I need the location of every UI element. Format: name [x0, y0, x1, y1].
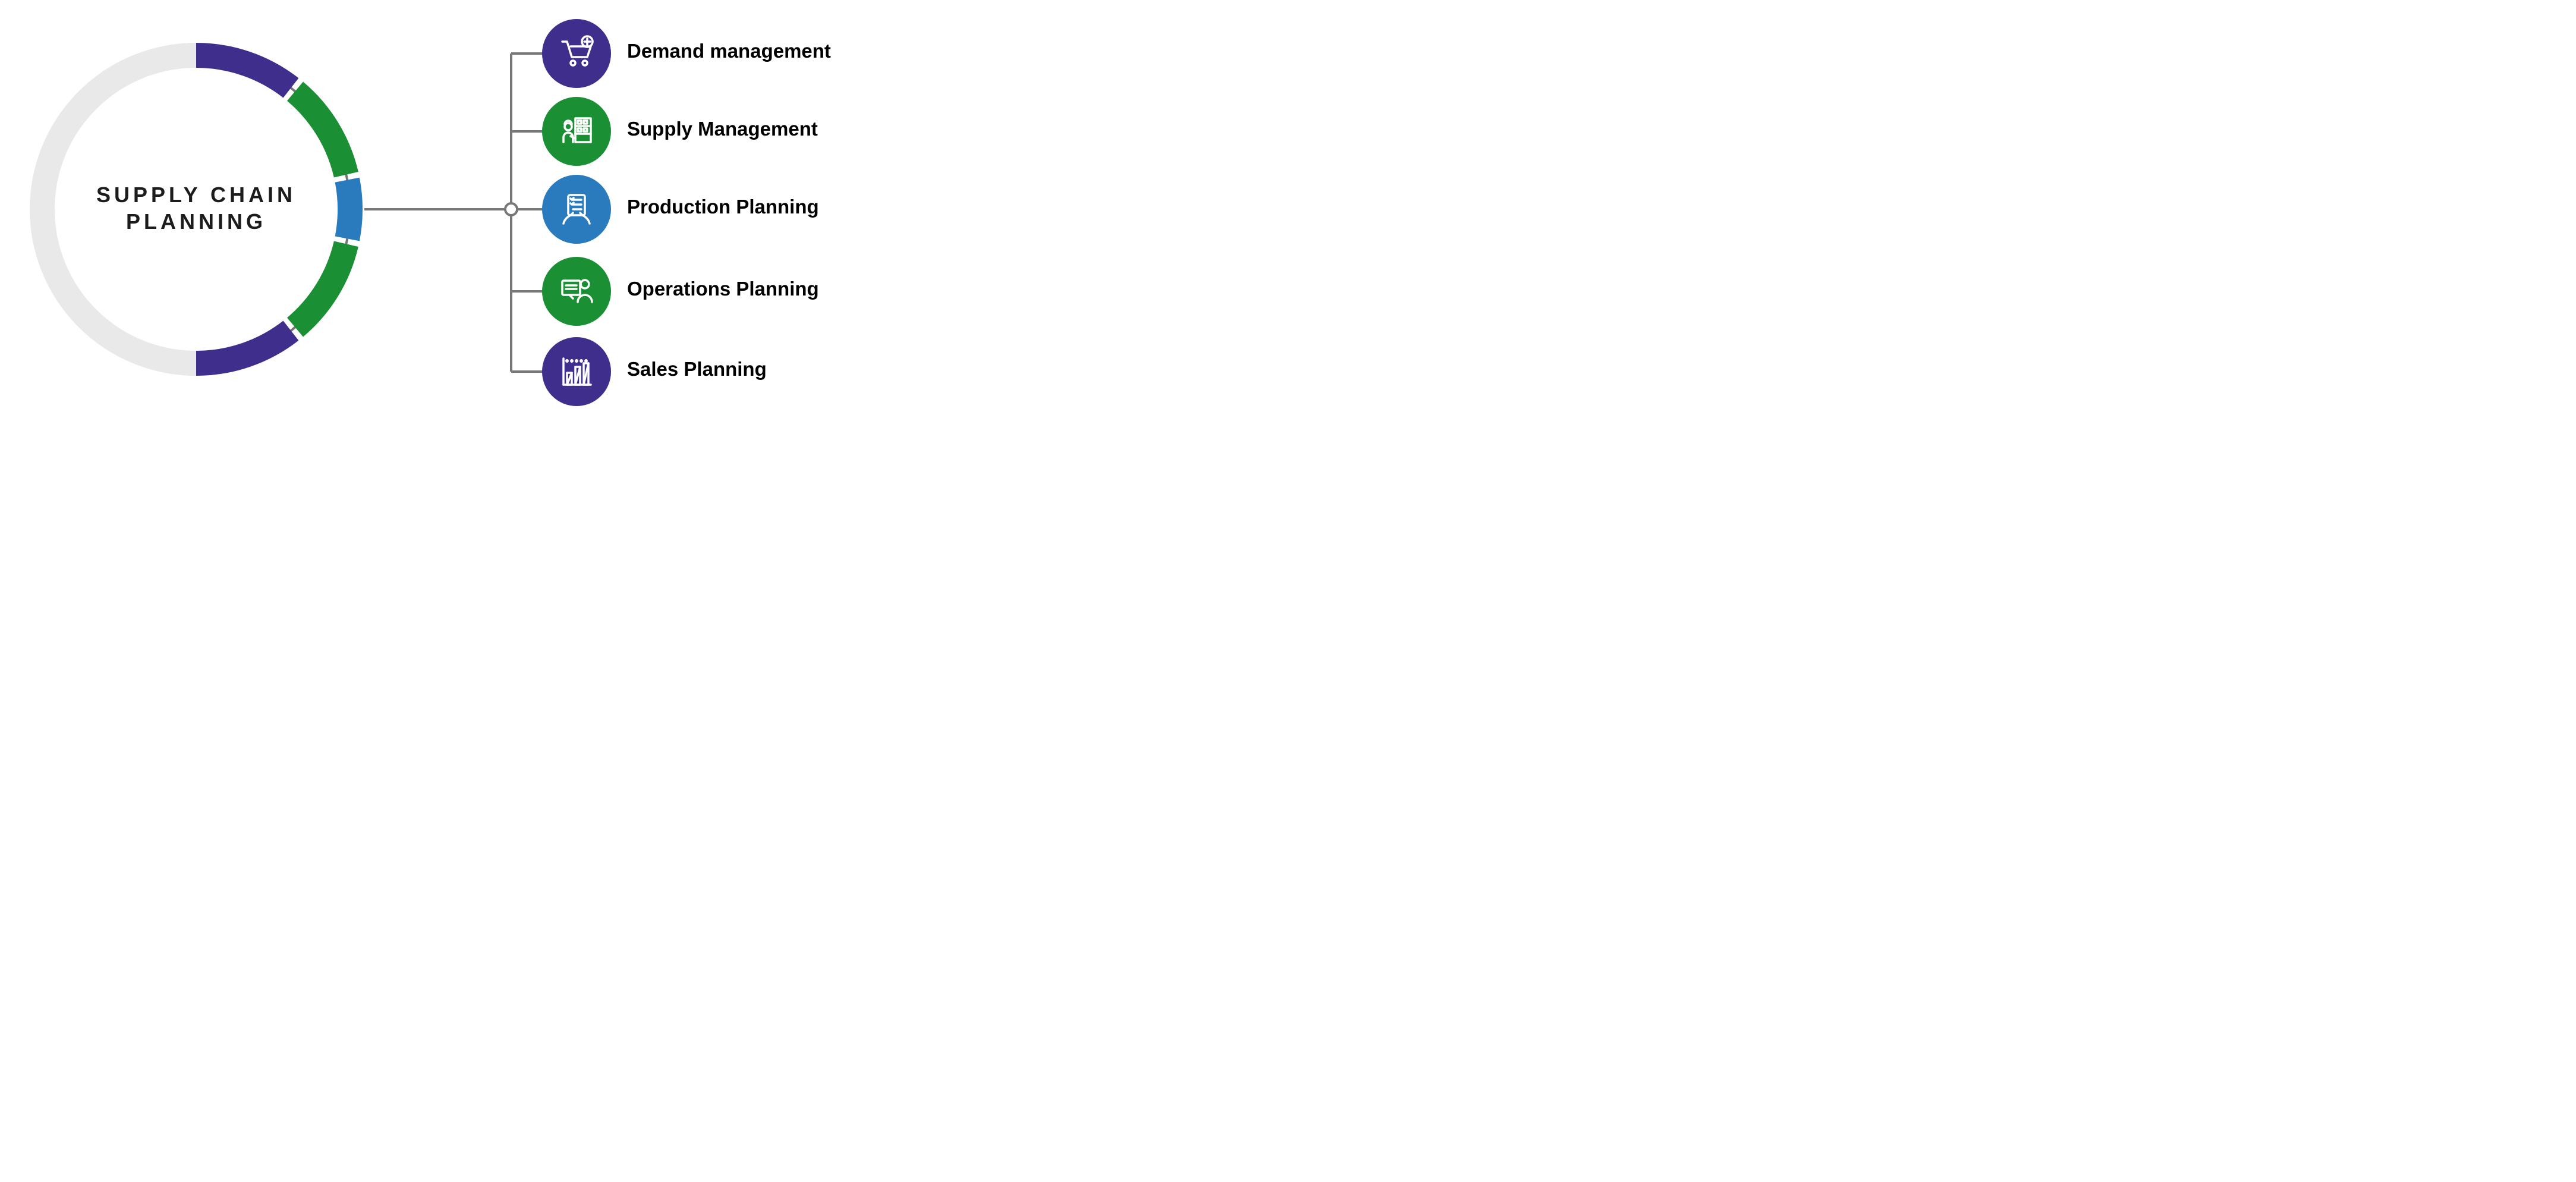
ring-segment-3: [295, 244, 346, 327]
ring-segment-0: [196, 55, 291, 88]
item-label-0: Demand management: [627, 40, 831, 62]
ring-segment-1: [295, 92, 346, 175]
center-title-line1: SUPPLY CHAIN: [30, 181, 363, 208]
diagram-canvas: SUPPLY CHAIN PLANNING Demand management S…: [0, 0, 913, 419]
center-title-line2: PLANNING: [30, 208, 363, 235]
item-label-1: Supply Management: [627, 118, 818, 140]
item-label-4: Sales Planning: [627, 358, 767, 381]
item-circle-0: [542, 19, 611, 88]
center-title: SUPPLY CHAIN PLANNING: [30, 181, 363, 235]
item-label-3: Operations Planning: [627, 278, 819, 300]
item-circle-1: [542, 97, 611, 166]
connector-group: [364, 54, 544, 372]
connector-hub: [505, 203, 517, 215]
item-label-2: Production Planning: [627, 196, 819, 218]
ring-segment-4: [196, 331, 291, 363]
item-circle-3: [542, 257, 611, 326]
item-circle-4: [542, 337, 611, 406]
